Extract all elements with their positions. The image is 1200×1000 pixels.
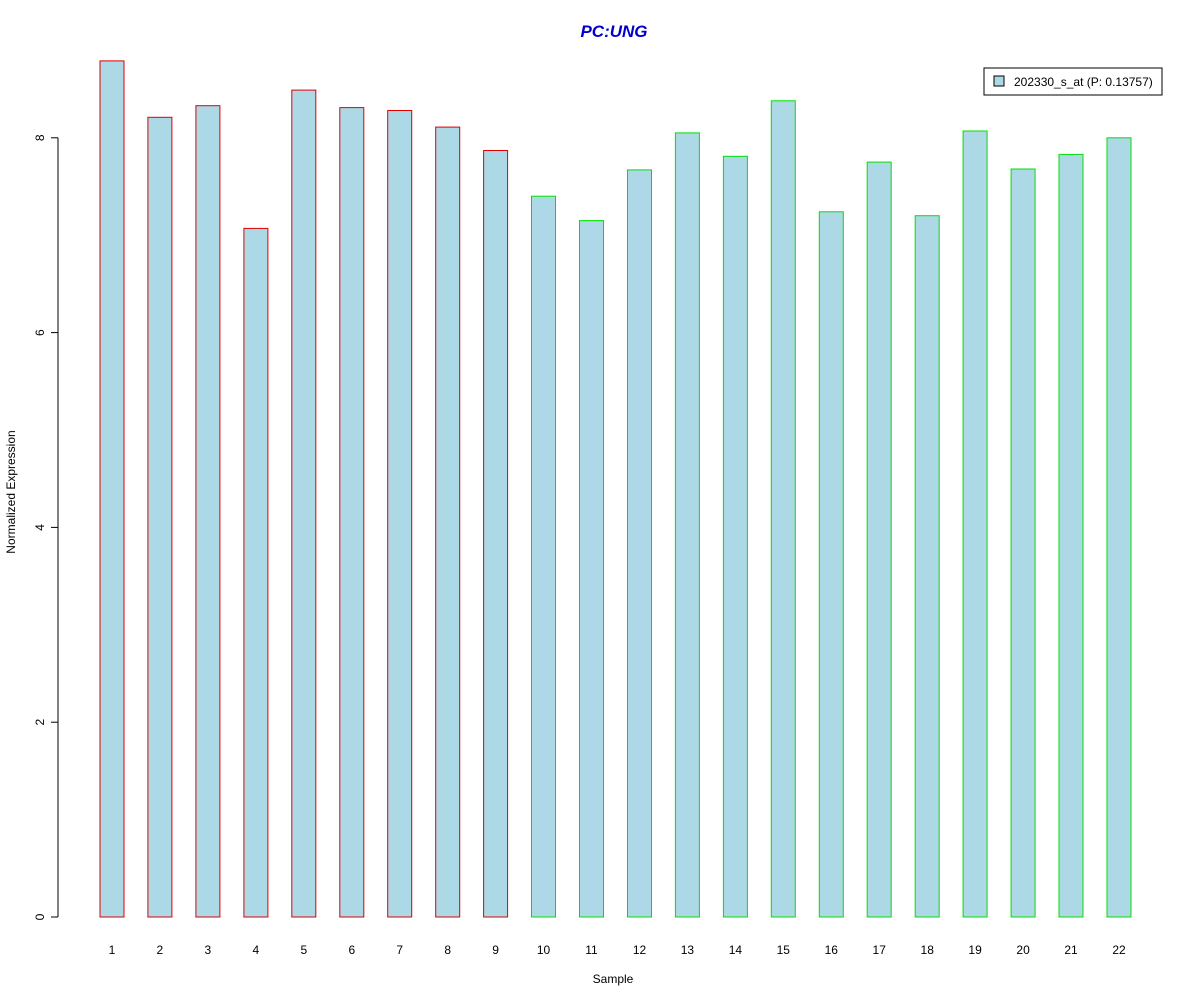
bar-sample-21 (1058, 153, 1084, 918)
bar-sample-9 (483, 150, 509, 918)
bar-sample-11 (579, 220, 604, 918)
x-tick-label: 19 (968, 943, 982, 957)
x-tick-label: 22 (1112, 943, 1126, 957)
x-tick-label: 14 (729, 943, 743, 957)
x-tick-label: 20 (1016, 943, 1030, 957)
bar-sample-17 (866, 161, 892, 918)
bar-sample-14 (722, 155, 748, 918)
legend-swatch (993, 75, 1005, 87)
x-tick-label: 4 (253, 943, 260, 957)
x-tick-label: 3 (205, 943, 212, 957)
y-tick-label: 6 (33, 329, 47, 336)
x-tick-label: 1 (109, 943, 116, 957)
x-axis-label: Sample (593, 972, 634, 986)
y-tick-label: 4 (33, 524, 47, 531)
x-tick-label: 10 (537, 943, 551, 957)
x-tick-label: 11 (585, 943, 598, 957)
bar-sample-22 (1106, 137, 1132, 918)
x-tick-label: 9 (492, 943, 499, 957)
x-tick-label: 15 (777, 943, 791, 957)
y-axis: 0 2 4 6 8 (33, 134, 59, 920)
bar-sample-2 (147, 116, 173, 918)
bar-sample-5 (291, 89, 317, 918)
x-axis-tick-labels: 1 2 3 4 5 6 7 8 9 10 11 12 13 14 15 16 17 18 19 20 21 22 (109, 943, 1126, 957)
y-tick-label: 8 (33, 134, 47, 141)
y-tick-label: 0 (33, 913, 47, 920)
x-tick-label: 7 (396, 943, 403, 957)
bar-sample-4 (243, 227, 269, 918)
bar-sample-1 (99, 60, 125, 918)
legend: 202330_s_at (P: 0.13757) (983, 67, 1163, 96)
x-tick-label: 13 (681, 943, 695, 957)
bar-sample-20 (1010, 168, 1036, 918)
bar-sample-6 (339, 107, 365, 918)
y-tick-label: 2 (33, 719, 47, 726)
bar-sample-18 (914, 215, 940, 918)
x-tick-label: 16 (825, 943, 839, 957)
bar-sample-15 (770, 100, 796, 918)
bar-sample-12 (627, 169, 652, 918)
x-tick-label: 12 (633, 943, 647, 957)
bars (99, 60, 1132, 918)
x-tick-label: 17 (873, 943, 887, 957)
x-tick-label: 18 (921, 943, 935, 957)
bar-sample-16 (818, 211, 844, 918)
x-tick-label: 2 (157, 943, 164, 957)
bar-sample-8 (435, 126, 461, 918)
x-tick-label: 21 (1064, 943, 1078, 957)
x-tick-label: 8 (444, 943, 451, 957)
bar-sample-3 (195, 105, 221, 918)
y-axis-label: Normalized Expression (4, 430, 18, 553)
bar-sample-19 (962, 130, 988, 918)
bar-sample-7 (387, 110, 413, 918)
x-tick-label: 5 (300, 943, 307, 957)
legend-entry: 202330_s_at (P: 0.13757) (1014, 75, 1153, 89)
legend-box (983, 67, 1163, 96)
x-tick-label: 6 (348, 943, 355, 957)
bar-sample-13 (674, 132, 700, 918)
bar-sample-10 (531, 195, 556, 918)
chart-title: PC:UNG (580, 22, 647, 41)
